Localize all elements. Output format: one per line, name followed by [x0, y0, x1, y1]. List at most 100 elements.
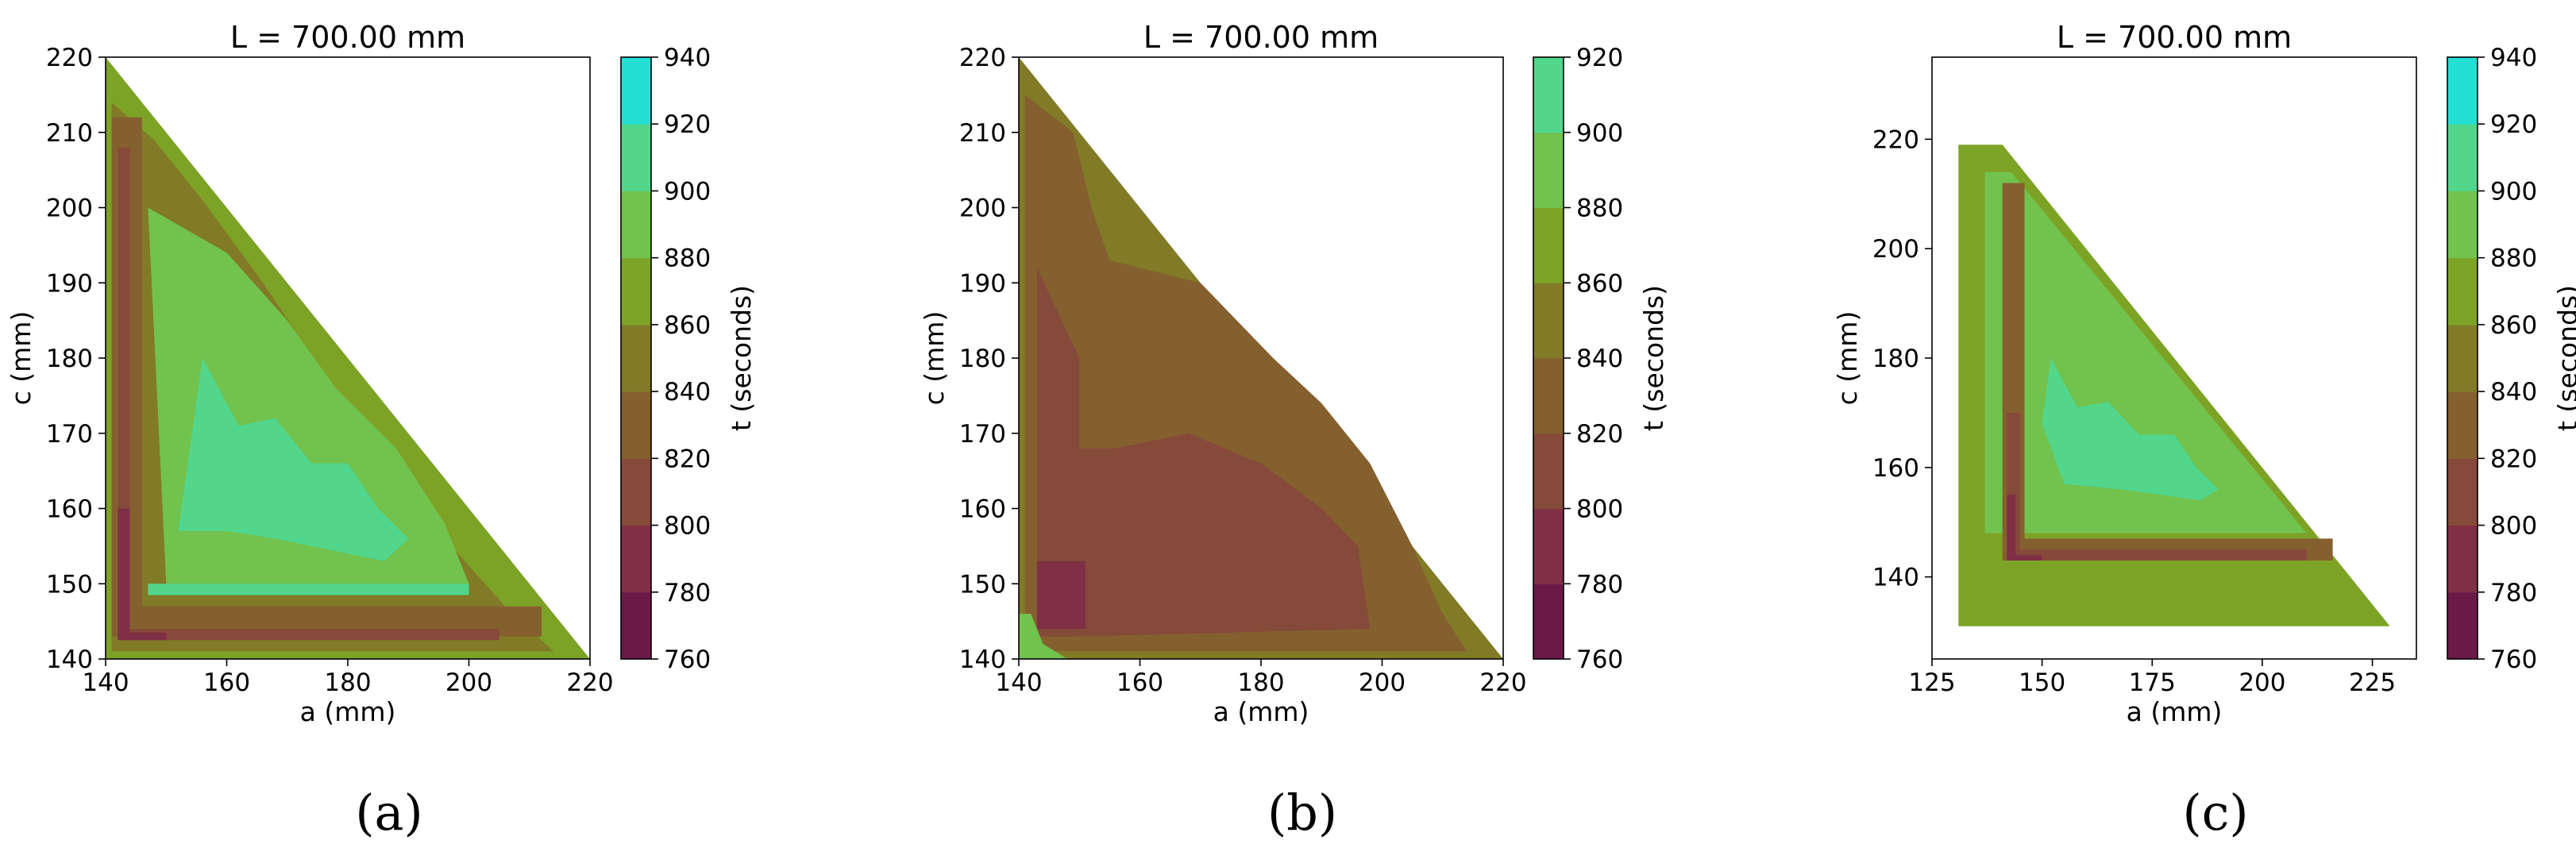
colorbar-band: [2447, 124, 2478, 191]
colorbar-label: t (seconds): [726, 285, 757, 431]
colorbar-tick-label: 860: [1576, 269, 1623, 298]
colorbar-frame: [620, 56, 652, 660]
x-tick-label: 125: [1908, 669, 1955, 697]
colorbar-tick-label: 900: [1576, 119, 1623, 148]
panel-caption: (c): [2182, 784, 2248, 842]
y-tick-label: 150: [46, 570, 93, 599]
y-tick-label: 140: [959, 645, 1006, 674]
y-tick-label: 170: [959, 420, 1006, 449]
colorbar-tick-label: 920: [1576, 44, 1623, 72]
colorbar-tick-label: 760: [1576, 645, 1623, 674]
colorbar-tick-label: 860: [664, 311, 711, 340]
colorbar-band: [621, 124, 651, 191]
x-axis-label: a (mm): [1213, 696, 1309, 727]
colorbar-band: [621, 191, 651, 259]
x-tick-label: 220: [1479, 669, 1526, 697]
colorbar-tick-label: 820: [664, 445, 711, 473]
colorbar-band: [2447, 525, 2478, 593]
colorbar-band: [1533, 433, 1564, 509]
chart-panel-3: 125 150 175 200 225 140 160 180 200 220 L = 700.00…: [1832, 20, 2576, 842]
colorbar-band: [1533, 358, 1564, 434]
colorbar-tick-label: 920: [2490, 110, 2537, 139]
contour-region-5: [148, 584, 469, 595]
x-tick-label: 140: [82, 669, 129, 697]
contour-region-5: [1019, 614, 1067, 659]
colorbar-band: [1533, 207, 1564, 283]
contour-fill: [1958, 144, 2390, 626]
y-tick-label: 200: [46, 195, 93, 223]
x-tick-label: 140: [995, 669, 1042, 697]
y-tick-label: 220: [1872, 125, 1919, 154]
y-tick-label: 210: [959, 119, 1006, 148]
x-tick-label: 180: [1237, 669, 1284, 697]
contour-fill: [1019, 57, 1503, 659]
y-tick-label: 150: [959, 570, 1006, 599]
colorbar-band: [2447, 458, 2478, 526]
chart-title: L = 700.00 mm: [230, 20, 465, 55]
colorbar-tick-label: 840: [1576, 345, 1623, 373]
contour-region-8: [118, 508, 167, 641]
colorbar-band: [1533, 57, 1564, 133]
y-axis-label: c (mm): [1832, 311, 1863, 406]
x-tick-label: 220: [566, 669, 613, 697]
colorbar-band: [621, 391, 651, 459]
colorbar-tick-label: 860: [2490, 311, 2537, 340]
colorbar-tick-label: 840: [664, 378, 711, 407]
colorbar-band: [2447, 391, 2478, 459]
contour-region-3: [2042, 358, 2219, 501]
y-axis-label: c (mm): [919, 311, 950, 406]
colorbar-band: [2447, 324, 2478, 392]
y-tick-label: 200: [1872, 235, 1919, 264]
colorbar-tick-label: 880: [664, 245, 711, 273]
colorbar-band: [1533, 508, 1564, 584]
y-tick-label: 140: [1872, 564, 1919, 592]
y-tick-label: 160: [1872, 454, 1919, 483]
colorbar-label: t (seconds): [2552, 285, 2576, 431]
colorbar-tick-label: 880: [2490, 245, 2537, 273]
colorbar-band: [1533, 132, 1564, 208]
chart-panel-2: 140 160 180 200 220 140 150 160 170 180 190 200 210 2…: [919, 20, 1669, 842]
x-axis-label: a (mm): [300, 696, 396, 727]
colorbar-tick-label: 760: [2490, 645, 2537, 674]
colorbar-band: [621, 458, 651, 526]
colorbar-tick-label: 920: [664, 110, 711, 139]
contour-fill: [106, 57, 590, 659]
colorbar-tick-label: 840: [2490, 378, 2537, 407]
y-tick-label: 180: [46, 345, 93, 373]
colorbar-tick-label: 760: [664, 645, 711, 674]
x-tick-label: 160: [203, 669, 250, 697]
y-tick-label: 170: [46, 420, 93, 449]
y-tick-label: 160: [46, 495, 93, 524]
y-tick-label: 220: [46, 44, 93, 72]
y-tick-label: 160: [959, 495, 1006, 524]
colorbar-band: [621, 324, 651, 392]
y-axis-label: c (mm): [6, 311, 37, 406]
colorbar-band: [1533, 283, 1564, 359]
x-tick-label: 150: [2019, 669, 2065, 697]
colorbar: 760 780 800 820 840 860 880 900 920 940 t (seconds…: [2447, 44, 2576, 674]
colorbar-tick-label: 900: [2490, 177, 2537, 206]
colorbar-band: [621, 257, 651, 326]
colorbar-tick-label: 780: [2490, 579, 2537, 607]
chart-title: L = 700.00 mm: [2057, 20, 2292, 55]
x-tick-label: 175: [2129, 669, 2176, 697]
colorbar-band: [621, 57, 651, 125]
colorbar-band: [2447, 57, 2478, 125]
y-tick-label: 180: [959, 345, 1006, 373]
colorbar-tick-label: 880: [1576, 195, 1623, 223]
colorbar-frame: [2447, 56, 2478, 660]
colorbar-band: [2447, 591, 2478, 660]
colorbar-tick-label: 780: [1576, 570, 1623, 599]
x-axis-label: a (mm): [2127, 696, 2223, 727]
colorbar-tick-label: 820: [2490, 445, 2537, 473]
colorbar-tick-label: 800: [664, 512, 711, 541]
y-tick-label: 190: [959, 269, 1006, 298]
colorbar-band: [621, 525, 651, 593]
chart-panel-1: 140 160 180 200 220 140 150 160 170 180 190 200 210 2…: [6, 20, 757, 842]
colorbar-tick-label: 940: [664, 44, 711, 72]
y-tick-label: 220: [959, 44, 1006, 72]
x-tick-label: 225: [2349, 669, 2396, 697]
contour-region-4: [1036, 561, 1086, 630]
colorbar: 760 780 800 820 840 860 880 900 920 940 t (seconds…: [620, 44, 757, 674]
